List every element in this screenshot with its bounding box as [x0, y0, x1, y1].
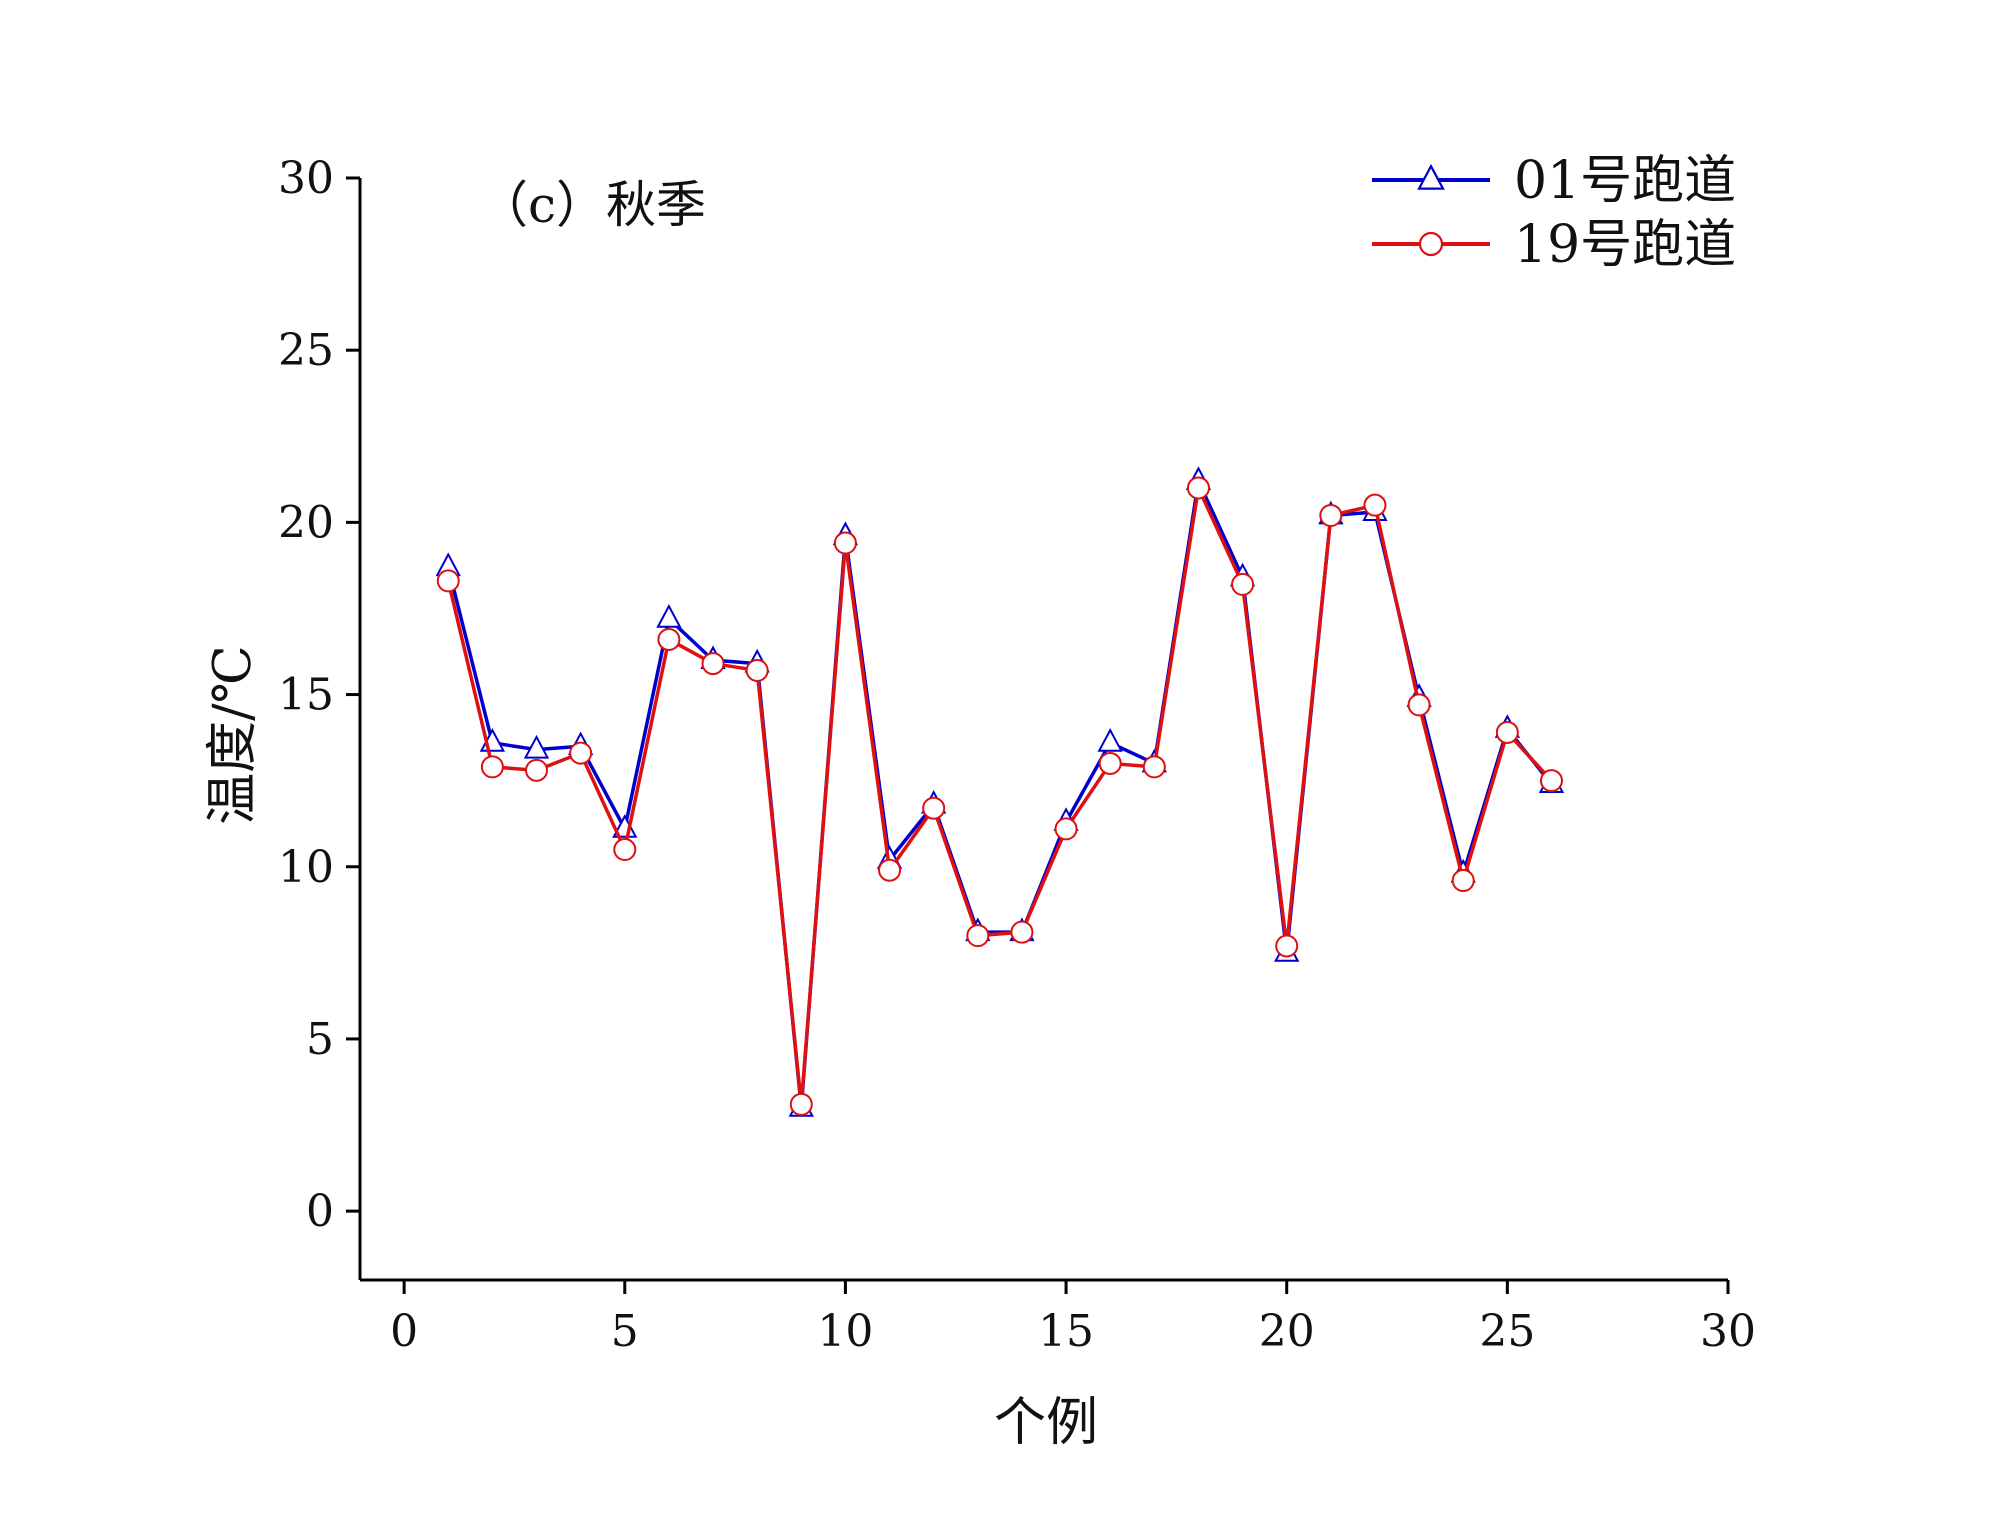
circle-marker: [878, 858, 902, 882]
circle-marker: [1186, 476, 1210, 500]
series-1: [436, 476, 1563, 1116]
chart-annotation: （c）秋季: [478, 176, 706, 234]
axes: [358, 178, 1728, 1282]
circle-marker: [922, 796, 946, 820]
circle-marker: [1231, 572, 1255, 596]
circle-marker: [1407, 693, 1431, 717]
circle-marker: [1539, 769, 1563, 793]
circle-marker: [1010, 920, 1034, 944]
series-0: [435, 466, 1565, 1117]
circle-marker: [745, 658, 769, 682]
x-axis-label: 个例: [994, 1393, 1098, 1453]
x-axis-ticks: 0 5 10 15 20 25 30: [390, 1280, 1756, 1357]
y-tick-label: 25: [278, 325, 334, 376]
circle-marker: [525, 758, 549, 782]
series-line: [446, 479, 1553, 1110]
circle-marker: [613, 838, 637, 862]
circle-marker: [1275, 934, 1299, 958]
circle-marker: [1142, 755, 1166, 779]
y-tick-label: 10: [278, 842, 334, 893]
triangle-marker: [656, 604, 682, 628]
legend-entry-01: 01号跑道: [1372, 151, 1736, 211]
circle-marker: [789, 1092, 813, 1116]
circle-marker: [833, 531, 857, 555]
legend: 01号跑道 19号跑道: [1372, 151, 1736, 275]
circle-marker: [701, 652, 725, 676]
triangle-marker: [1097, 728, 1123, 752]
legend-circle-marker: [1418, 231, 1444, 257]
circle-marker: [569, 741, 593, 765]
circle-marker: [657, 627, 681, 651]
legend-label-01: 01号跑道: [1514, 151, 1736, 211]
legend-label-19: 19号跑道: [1514, 215, 1736, 275]
y-axis-label: 温度/℃: [203, 645, 263, 825]
circle-marker: [1098, 751, 1122, 775]
y-tick-label: 0: [306, 1186, 334, 1237]
y-axis-ticks: 0 5 10 15 20 25 30: [278, 153, 360, 1237]
triangle-marker: [523, 734, 550, 759]
y-tick-label: 15: [278, 670, 334, 721]
y-tick-label: 30: [278, 153, 334, 204]
x-tick-label: 25: [1479, 1306, 1535, 1357]
legend-triangle-marker: [1417, 163, 1445, 190]
x-tick-label: 15: [1038, 1306, 1094, 1357]
circle-marker: [1319, 503, 1343, 527]
x-tick-label: 0: [390, 1306, 418, 1357]
x-tick-label: 30: [1700, 1306, 1756, 1357]
y-tick-label: 20: [278, 497, 334, 548]
y-tick-label: 5: [306, 1014, 334, 1065]
x-tick-label: 5: [611, 1306, 639, 1357]
circle-marker: [1495, 720, 1519, 744]
x-tick-label: 20: [1259, 1306, 1315, 1357]
x-tick-label: 10: [817, 1306, 873, 1357]
circle-marker: [966, 924, 990, 948]
circle-marker: [1451, 869, 1475, 893]
circle-marker: [1363, 493, 1387, 517]
series-layer: [435, 466, 1565, 1117]
series-line: [446, 486, 1553, 1107]
circle-marker: [436, 569, 460, 593]
legend-entry-19: 19号跑道: [1372, 215, 1736, 275]
circle-marker: [480, 755, 504, 779]
circle-marker: [1054, 817, 1078, 841]
